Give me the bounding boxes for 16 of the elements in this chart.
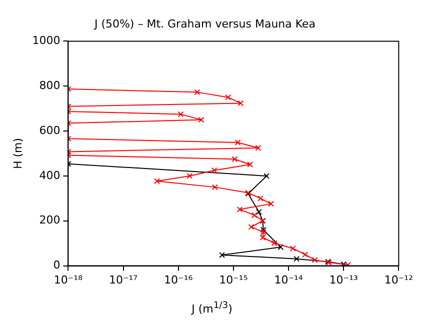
y-tick-label: 400 <box>39 168 60 182</box>
x-tick-label: 10⁻¹⁵ <box>219 273 248 286</box>
x-tick-label: 10⁻¹⁴ <box>274 273 304 286</box>
chart-title: J (50%) – Mt. Graham versus Mauna Kea <box>93 17 316 30</box>
x-tick-label: 10⁻¹² <box>384 273 413 286</box>
x-tick-label: 10⁻¹⁷ <box>108 273 138 286</box>
x-tick-label: 10⁻¹⁸ <box>54 273 84 286</box>
y-tick-label: 800 <box>39 78 60 92</box>
y-tick-label: 1000 <box>32 34 60 48</box>
y-tick-label: 600 <box>39 124 60 137</box>
y-tick-label: 200 <box>39 214 60 227</box>
y-tick-label: 0 <box>53 258 60 272</box>
x-tick-label: 10⁻¹³ <box>329 273 358 286</box>
x-tick-label: 10⁻¹⁶ <box>164 273 194 286</box>
y-axis-title: H (m) <box>11 138 24 170</box>
x-axis-title: J (m$^{1/3}$) <box>190 300 234 316</box>
